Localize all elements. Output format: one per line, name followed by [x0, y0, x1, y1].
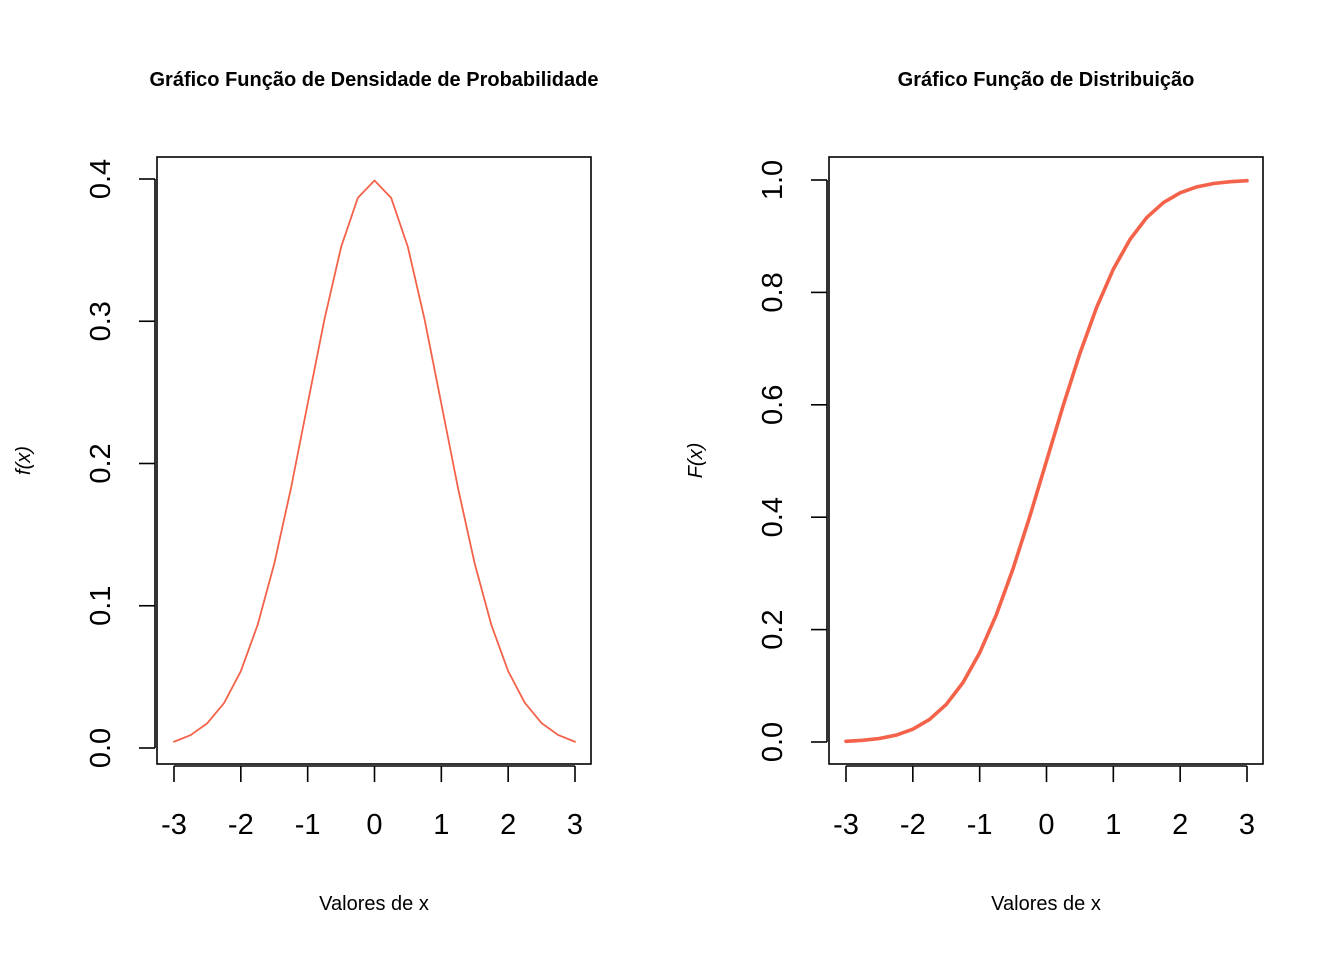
pdf-chart-panel: Gráfico Função de Densidade de Probabili… — [13, 69, 598, 915]
y-tick-label: 0.4 — [85, 159, 117, 199]
x-tick-label: 1 — [433, 809, 449, 841]
y-tick-label: 0.4 — [757, 497, 789, 537]
plot-frame — [156, 156, 592, 765]
y-tick-label: 0.8 — [757, 272, 789, 312]
x-tick-label: -1 — [295, 809, 321, 841]
x-axis-label: Valores de x — [319, 893, 429, 915]
y-tick-label: 1.0 — [757, 160, 789, 200]
y-tick-label: 0.0 — [757, 722, 789, 762]
chart-title: Gráfico Função de Densidade de Probabili… — [150, 69, 599, 91]
y-tick-label: 0.1 — [85, 586, 117, 626]
chart-title: Gráfico Função de Distribuição — [898, 69, 1195, 91]
cdf-chart-panel: Gráfico Função de Distribuição -3 -2 -1 0 1 2 3… — [685, 69, 1264, 915]
x-axis-label: Valores de x — [991, 893, 1101, 915]
x-tick-label: -3 — [833, 809, 859, 841]
x-tick-label: -3 — [161, 809, 187, 841]
x-tick-label: -2 — [900, 809, 926, 841]
y-tick-label: 0.2 — [757, 609, 789, 649]
x-tick-label: 1 — [1105, 809, 1121, 841]
x-tick-label: 0 — [366, 809, 382, 841]
y-tick-label: 0.6 — [757, 385, 789, 425]
y-tick-label: 0.2 — [85, 443, 117, 483]
x-tick-label: 0 — [1038, 809, 1054, 841]
x-tick-label: -2 — [228, 809, 254, 841]
x-tick-label: -1 — [967, 809, 993, 841]
plot-frame — [828, 156, 1264, 765]
y-axis-label: F(x) — [685, 443, 707, 479]
y-axis-label: f(x) — [13, 446, 35, 475]
density-curve — [173, 179, 576, 743]
y-tick-label: 0.0 — [85, 728, 117, 768]
x-tick-label: 3 — [567, 809, 583, 841]
distribution-curve — [844, 178, 1249, 744]
x-tick-label: 3 — [1239, 809, 1255, 841]
x-tick-label: 2 — [1172, 809, 1188, 841]
y-tick-label: 0.3 — [85, 301, 117, 341]
x-tick-label: 2 — [500, 809, 516, 841]
